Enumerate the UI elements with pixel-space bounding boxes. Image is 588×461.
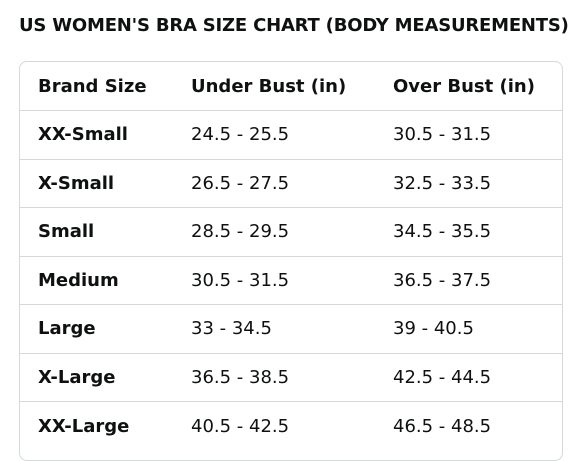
brand-size-cell: Medium (20, 256, 173, 305)
over-bust-cell: 42.5 - 44.5 (375, 353, 562, 402)
under-bust-cell: 28.5 - 29.5 (173, 207, 375, 257)
table-row: Large 33 - 34.5 39 - 40.5 (20, 304, 562, 354)
table-row: XX-Large 40.5 - 42.5 46.5 - 48.5 (20, 402, 562, 451)
table-header-row: Brand Size Under Bust (in) Over Bust (in… (20, 62, 562, 111)
over-bust-cell: 36.5 - 37.5 (375, 256, 562, 305)
page-title: US WOMEN'S BRA SIZE CHART (BODY MEASUREM… (19, 15, 569, 36)
over-bust-cell: 32.5 - 33.5 (375, 159, 562, 208)
header-over-bust: Over Bust (in) (375, 62, 562, 111)
table-row: Small 28.5 - 29.5 34.5 - 35.5 (20, 207, 562, 257)
over-bust-cell: 46.5 - 48.5 (393, 415, 492, 437)
under-bust-cell: 30.5 - 31.5 (173, 256, 375, 305)
under-bust-cell: 24.5 - 25.5 (173, 110, 375, 160)
brand-size-cell: X-Small (20, 159, 173, 208)
brand-size-cell: Small (20, 207, 173, 257)
over-bust-cell: 39 - 40.5 (375, 304, 562, 354)
size-chart-table-container: Brand Size Under Bust (in) Over Bust (in… (19, 61, 563, 461)
brand-size-cell: XX-Small (20, 110, 173, 160)
over-bust-cell: 30.5 - 31.5 (375, 110, 562, 160)
header-brand-size: Brand Size (20, 62, 173, 111)
brand-size-cell: X-Large (20, 353, 173, 402)
under-bust-cell: 40.5 - 42.5 (191, 415, 290, 437)
table-row: X-Small 26.5 - 27.5 32.5 - 33.5 (20, 159, 562, 208)
table-row: Medium 30.5 - 31.5 36.5 - 37.5 (20, 256, 562, 305)
over-bust-cell: 34.5 - 35.5 (375, 207, 562, 257)
brand-size-cell: Large (20, 304, 173, 354)
table-row: XX-Small 24.5 - 25.5 30.5 - 31.5 (20, 110, 562, 160)
under-bust-cell: 33 - 34.5 (173, 304, 375, 354)
size-chart-table: Brand Size Under Bust (in) Over Bust (in… (20, 62, 562, 450)
under-bust-cell: 36.5 - 38.5 (173, 353, 375, 402)
under-bust-cell: 26.5 - 27.5 (173, 159, 375, 208)
header-under-bust: Under Bust (in) (173, 62, 375, 111)
brand-size-cell: XX-Large (38, 415, 130, 437)
table-row: X-Large 36.5 - 38.5 42.5 - 44.5 (20, 353, 562, 402)
